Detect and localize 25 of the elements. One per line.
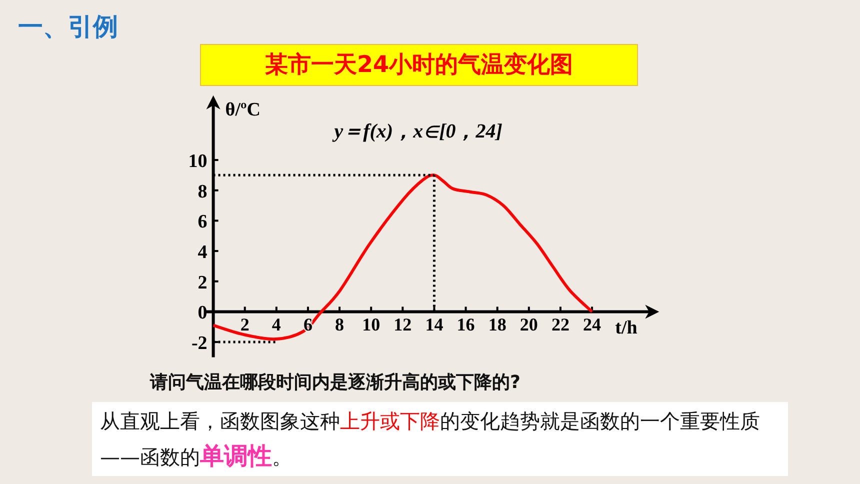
y-tick-label: -2 — [191, 333, 208, 354]
x-tick-label: 4 — [272, 314, 281, 335]
x-tick-label: 24 — [583, 314, 602, 335]
x-axis-title: t/h — [615, 318, 638, 339]
title: 某市一天24小时的气温变化图 — [200, 44, 638, 86]
y-tick-label: 0 — [198, 302, 208, 324]
x-tick-label: 10 — [362, 314, 380, 335]
x-tick-label: 20 — [520, 314, 538, 335]
y-axis-title: θ/ºC — [225, 99, 261, 120]
y-tick-label: 10 — [188, 151, 208, 172]
question: 请问气温在哪段时间内是逐渐升高的或下降的? — [150, 371, 520, 394]
note: 从直观上看，函数图象这种上升或下降的变化趋势就是函数的一个重要性质——函数的单调性。 — [92, 402, 788, 476]
equation: y＝f(x)，x∈[0，24] — [334, 120, 502, 143]
y-tick-label: 2 — [198, 272, 208, 294]
x-tick-label: 14 — [425, 314, 444, 335]
y-tick-label: 4 — [198, 242, 208, 264]
x-tick-label: 2 — [240, 314, 250, 335]
x-tick-label: 12 — [394, 314, 412, 335]
x-tick-label: 18 — [488, 314, 506, 335]
y-tick-label: 8 — [198, 181, 208, 202]
section-heading: 一、引例 — [18, 11, 118, 43]
x-tick-label: 16 — [456, 314, 475, 335]
y-tick-label: 6 — [198, 212, 208, 233]
x-tick-label: 22 — [551, 314, 570, 335]
x-tick-label: 8 — [335, 314, 344, 335]
